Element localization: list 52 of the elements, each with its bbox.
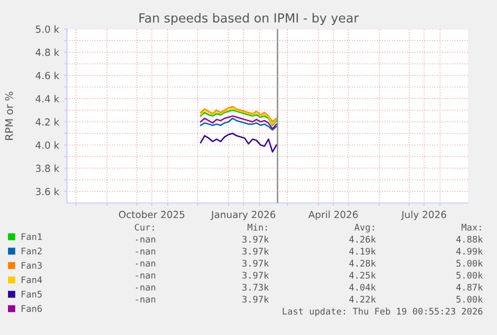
text: 4.99k bbox=[456, 248, 483, 255]
x-tick-label: July 2026 bbox=[400, 210, 446, 220]
line-series bbox=[200, 132, 278, 153]
text: Last update: Thu Feb 19 00:55:23 2026 bbox=[282, 308, 482, 316]
text: 4.25k bbox=[349, 272, 376, 279]
text: 5.00k bbox=[456, 260, 483, 267]
text: 5.00k bbox=[456, 272, 483, 279]
text: -nan bbox=[136, 237, 156, 243]
text: 3.97k bbox=[242, 272, 269, 279]
text: 3.97k bbox=[242, 248, 269, 255]
legend-label: Fan6 bbox=[22, 305, 42, 312]
text: -nan bbox=[136, 273, 156, 279]
legend-label: Fan5 bbox=[22, 290, 42, 298]
y-tick-label: 4.2 k bbox=[36, 118, 60, 126]
legend-label: Fan1 bbox=[22, 233, 42, 240]
text: 4.88k bbox=[456, 236, 483, 243]
text: 3.97k bbox=[242, 260, 269, 267]
text: -nan bbox=[136, 297, 156, 303]
y-tick-label: 5.0 k bbox=[36, 25, 60, 33]
y-tick-label: 4.0 k bbox=[36, 141, 60, 149]
legend-label: Fan2 bbox=[22, 248, 42, 254]
text: -nan bbox=[136, 285, 156, 291]
y-tick-label: 4.4 k bbox=[36, 94, 60, 102]
legend-label: Fan3 bbox=[22, 262, 42, 269]
text: -nan bbox=[136, 249, 156, 255]
text: 5.00k bbox=[456, 296, 483, 303]
y-tick-label: 3.6 k bbox=[36, 188, 60, 196]
x-tick-label: January 2026 bbox=[210, 210, 276, 220]
text: 3.73k bbox=[242, 284, 269, 291]
text: 4.04k bbox=[349, 284, 376, 291]
y-axis-title: RPM or % bbox=[5, 92, 14, 140]
text: 4.87k bbox=[456, 284, 483, 291]
text: -nan bbox=[136, 261, 156, 267]
text: 4.26k bbox=[349, 236, 376, 243]
text: Max: bbox=[462, 224, 481, 231]
text: 4.19k bbox=[349, 248, 376, 255]
text: Avg: bbox=[354, 224, 374, 232]
line-series bbox=[200, 115, 278, 130]
text: 3.97k bbox=[242, 236, 269, 243]
x-tick-label: April 2026 bbox=[308, 210, 358, 220]
y-tick-label: 3.8 k bbox=[36, 164, 60, 172]
legend-label: Fan4 bbox=[22, 276, 42, 284]
text: 4.28k bbox=[349, 260, 376, 267]
chart-title: Fan speeds based on IPMI - by year bbox=[140, 12, 359, 26]
y-tick-label: 4.8 k bbox=[36, 48, 60, 56]
y-tick-label: 4.6 k bbox=[36, 72, 60, 80]
line-series bbox=[200, 118, 278, 131]
text: 3.97k bbox=[242, 296, 269, 303]
x-tick-label: October 2025 bbox=[118, 210, 184, 218]
text: Min: bbox=[248, 224, 267, 231]
text: Cur: bbox=[134, 224, 154, 231]
text: 4.22k bbox=[349, 296, 376, 303]
